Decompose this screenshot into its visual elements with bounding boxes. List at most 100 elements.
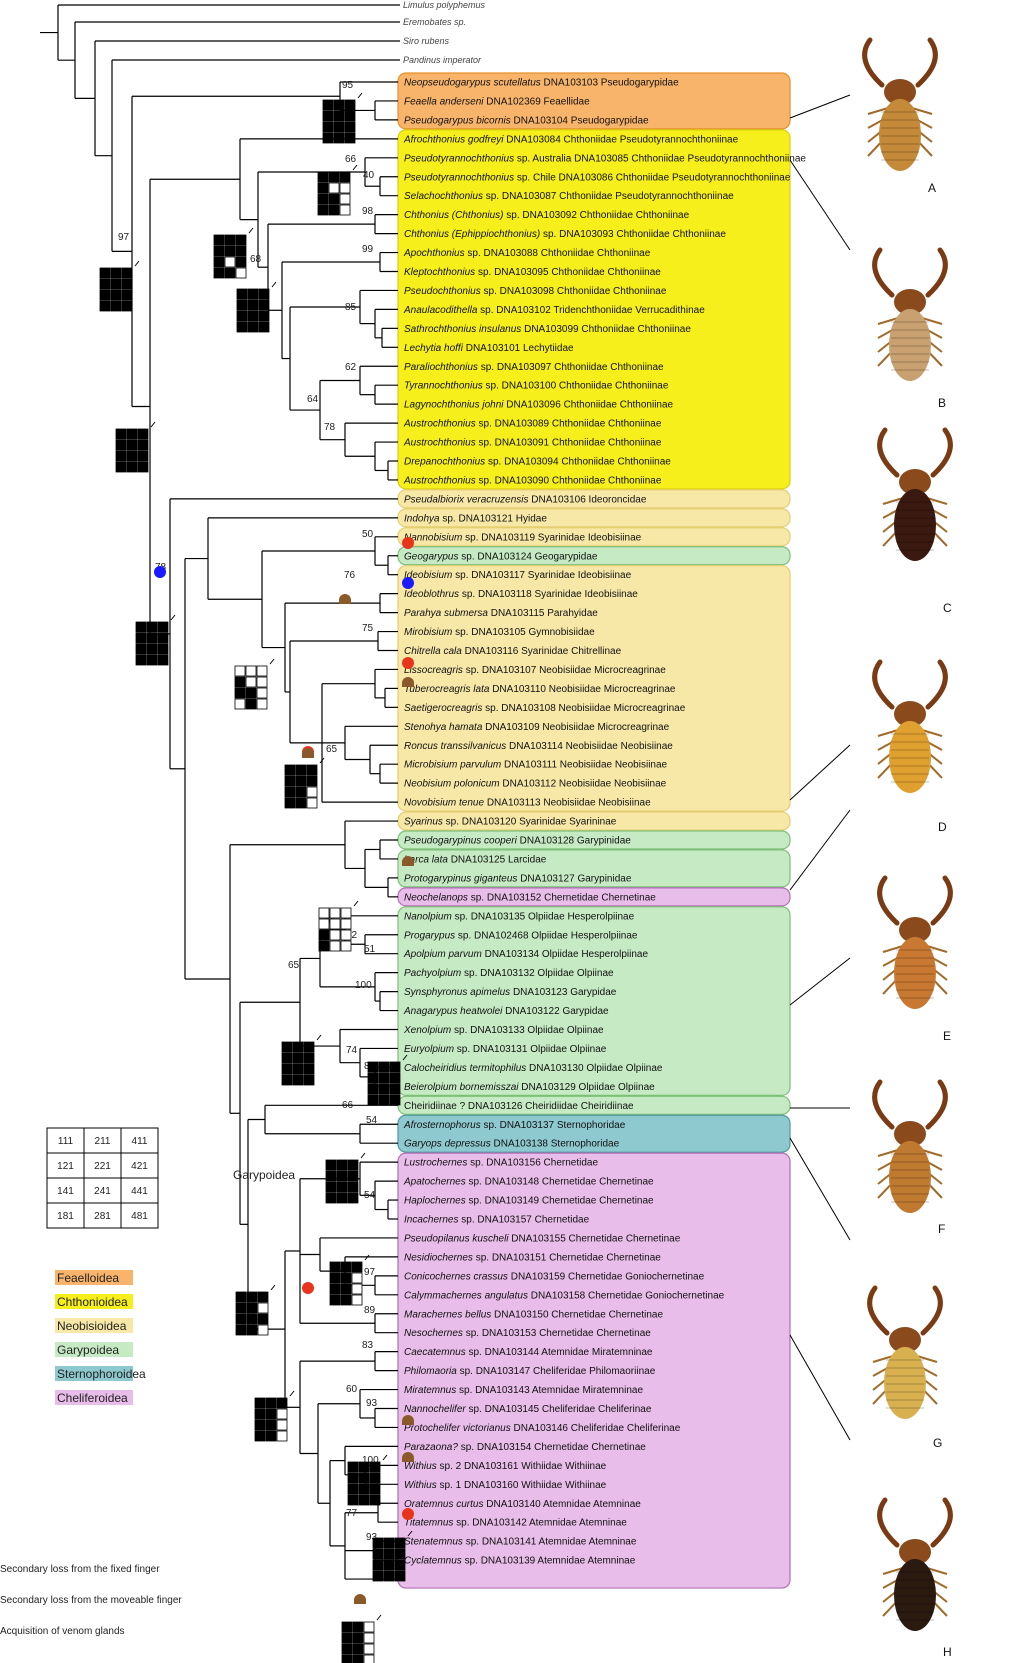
grid-tick	[407, 1530, 413, 1537]
taxon-label: Indohya sp. DNA103121 Hyidae	[404, 513, 547, 524]
photo-label: E	[943, 1029, 951, 1043]
legend-label: Cheliferoidea	[57, 1391, 128, 1405]
char-grid-cell	[389, 1061, 401, 1073]
taxon-label: Austrochthonius sp. DNA103091 Chthoniida…	[403, 438, 662, 449]
photo-label: G	[933, 1436, 942, 1450]
char-grid-cell	[340, 907, 352, 919]
support-value: 85	[345, 302, 357, 313]
photo-label: B	[938, 396, 946, 410]
support-value: 83	[362, 1340, 374, 1351]
char-grid-cell	[99, 289, 111, 301]
char-grid-cell	[318, 918, 330, 930]
char-grid-cell	[325, 1192, 337, 1204]
pedipalp	[872, 247, 895, 298]
taxon-label: Drepanochthonius sp. DNA103094 Chthoniid…	[404, 457, 671, 468]
char-grid-cell	[317, 171, 329, 183]
key-value: 211	[95, 1136, 111, 1147]
support-value: 60	[346, 1384, 358, 1395]
taxon-label: Feaella anderseni DNA102369 Feaellidae	[404, 96, 590, 107]
abdomen	[889, 309, 931, 381]
clade-boxes	[397, 72, 791, 1589]
char-grid-cell	[378, 1083, 390, 1095]
legend-swatch	[55, 1366, 133, 1381]
taxon-label: Haplochernes sp. DNA103149 Chernetidae C…	[404, 1196, 654, 1207]
char-grid-cell	[295, 786, 307, 798]
char-grid-cell	[224, 245, 236, 257]
grid-tick	[402, 1054, 408, 1061]
char-grid-cell	[372, 1570, 384, 1582]
char-grid-cell	[224, 267, 236, 279]
grid-tick	[352, 164, 358, 171]
taxon-label: Larca lata DNA103125 Larcidae	[404, 854, 547, 865]
char-grid-cell	[352, 1643, 364, 1655]
support-value: 54	[366, 1115, 378, 1126]
specimen-photo: D	[872, 659, 948, 834]
char-grid-cell	[333, 110, 345, 122]
support-value: 65	[326, 744, 338, 755]
leader-line	[789, 159, 851, 251]
key-value: 421	[131, 1161, 148, 1172]
support-value: 68	[250, 254, 262, 265]
char-grid-cell	[367, 1083, 379, 1095]
photo-label: D	[938, 820, 947, 834]
char-grid-cell	[329, 1272, 341, 1284]
char-grid-cell	[389, 1083, 401, 1095]
taxon-label: Stenatemnus sp. DNA103141 Atemnidae Atem…	[404, 1537, 637, 1548]
leg	[926, 945, 948, 953]
key-cell	[83, 1152, 122, 1179]
char-grid-cell	[121, 278, 133, 290]
char-grid-cell	[352, 1632, 364, 1644]
leg	[921, 729, 943, 737]
taxon-label: Cheiridiinae ? DNA103126 Cheiridiidae Ch…	[404, 1101, 634, 1112]
char-grid-cell	[137, 450, 149, 462]
char-grid-cell	[135, 621, 147, 633]
char-grid-cell	[254, 1408, 266, 1420]
taxon-label: Protochelifer victorianus DNA103146 Chel…	[404, 1423, 681, 1434]
carapace	[894, 289, 926, 315]
character-grids	[99, 92, 413, 1663]
char-grid-cell	[372, 1548, 384, 1560]
taxon-label: Sathrochthonius insulanus DNA103099 Chth…	[404, 324, 691, 335]
char-grid-cell	[347, 1181, 359, 1193]
char-grid-cell	[224, 234, 236, 246]
pedipalp	[872, 659, 895, 710]
char-grid-cell	[367, 1094, 379, 1106]
char-grid-cell	[352, 1654, 364, 1663]
leg	[872, 1355, 894, 1363]
abdomen	[889, 721, 931, 793]
pedipalp	[920, 1285, 943, 1336]
char-grid-cell	[235, 245, 247, 257]
abdomen	[884, 1347, 926, 1419]
char-grid-cell	[256, 687, 268, 699]
photo-label: A	[928, 181, 936, 195]
char-grid-cell	[378, 1094, 390, 1106]
char-grid-cell	[254, 1430, 266, 1442]
symbol-legend-text: Secondary loss from the fixed finger	[0, 1564, 160, 1575]
taxon-label: Kleptochthonius sp. DNA103095 Chthoniida…	[404, 267, 661, 278]
specimen-photo: G	[867, 1285, 943, 1450]
leader-line	[789, 1334, 851, 1441]
photo-label: C	[943, 601, 952, 615]
char-grid-cell	[235, 267, 247, 279]
char-grid-cell	[235, 1313, 247, 1325]
char-grid-cell	[328, 182, 340, 194]
specimen-photo: F	[872, 1079, 948, 1236]
char-grid-cell	[137, 461, 149, 473]
char-grid-cell	[126, 461, 138, 473]
char-grid-cell	[235, 1291, 247, 1303]
taxon-labels: Neopseudogarypus scutellatus DNA103103 P…	[403, 0, 806, 1567]
specimen-photo: A	[862, 37, 938, 195]
char-grid-cell	[322, 110, 334, 122]
char-grid-cell	[284, 775, 296, 787]
taxon-label: Pseudotyrannochthonius sp. Australia DNA…	[404, 153, 806, 164]
taxon-label: Roncus transsilvanicus DNA103114 Neobisi…	[404, 741, 673, 752]
support-value: 89	[364, 1305, 376, 1316]
pedipalp	[930, 875, 953, 926]
carapace	[884, 79, 916, 105]
char-grid-cell	[135, 643, 147, 655]
char-grid-cell	[115, 428, 127, 440]
char-grid-cell	[281, 1074, 293, 1086]
char-grid-cell	[213, 245, 225, 257]
taxon-label: Nannobisium sp. DNA103119 Syarinidae Ide…	[404, 532, 642, 543]
